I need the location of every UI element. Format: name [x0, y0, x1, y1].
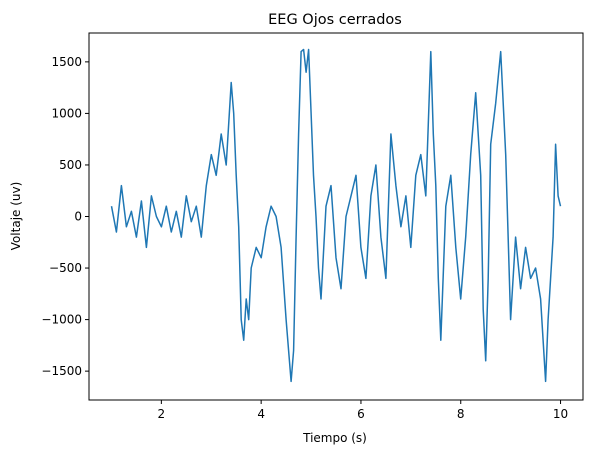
x-axis-label: Tiempo (s): [302, 431, 367, 445]
y-axis-label: Voltaje (uv): [9, 182, 23, 251]
y-tick-label: 0: [74, 210, 82, 224]
chart-title: EEG Ojos cerrados: [268, 12, 402, 28]
x-tick-label: 10: [553, 407, 568, 421]
series-line-0: [110, 48, 562, 383]
y-tick-label: 1000: [51, 106, 82, 120]
y-tick-label: −1500: [41, 364, 82, 378]
y-tick-label: 1500: [51, 55, 82, 69]
plot-layer: [110, 48, 562, 383]
y-tick-label: 500: [59, 158, 82, 172]
x-axis: 2 4 6 8 10: [158, 400, 568, 421]
x-tick-label: 4: [257, 407, 265, 421]
y-axis: −1500 −1000 −500 0 500 1000 1500: [41, 55, 89, 378]
x-tick-label: 8: [457, 407, 465, 421]
y-tick-label: −1000: [41, 313, 82, 327]
x-tick-label: 6: [357, 407, 365, 421]
x-tick-label: 2: [158, 407, 166, 421]
y-tick-label: −500: [49, 261, 82, 275]
